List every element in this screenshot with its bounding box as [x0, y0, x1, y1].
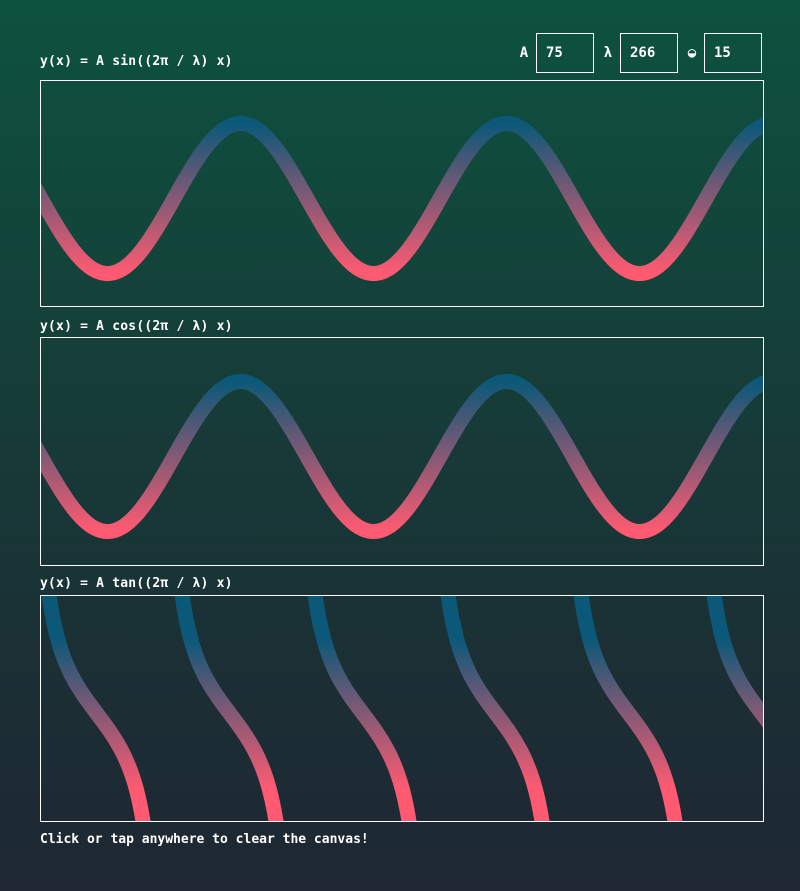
amplitude-label: A: [519, 45, 529, 61]
cosine-wave-svg: [41, 374, 763, 539]
sine-formula: y(x) = A sin((2π / λ) x): [40, 54, 233, 69]
cosine-formula: y(x) = A cos((2π / λ) x): [40, 319, 233, 334]
tangent-canvas[interactable]: [40, 595, 764, 822]
tangent-wave-svg: [41, 596, 763, 821]
tangent-formula: y(x) = A tan((2π / λ) x): [40, 576, 233, 591]
wavelength-input[interactable]: [620, 33, 678, 73]
tan-wave-line: [41, 596, 763, 821]
wavelength-label: λ: [603, 45, 613, 61]
wave-controls: A λ ◒: [512, 33, 764, 73]
thickness-icon: ◒: [687, 45, 697, 61]
cos-wave-line: [41, 374, 763, 539]
clear-hint: Click or tap anywhere to clear the canva…: [40, 832, 369, 847]
thickness-input[interactable]: [704, 33, 762, 73]
sin-wave-line: [41, 116, 763, 281]
cosine-canvas[interactable]: [40, 337, 764, 566]
sine-wave-svg: [41, 116, 763, 281]
amplitude-input[interactable]: [536, 33, 594, 73]
sine-canvas[interactable]: [40, 80, 764, 307]
